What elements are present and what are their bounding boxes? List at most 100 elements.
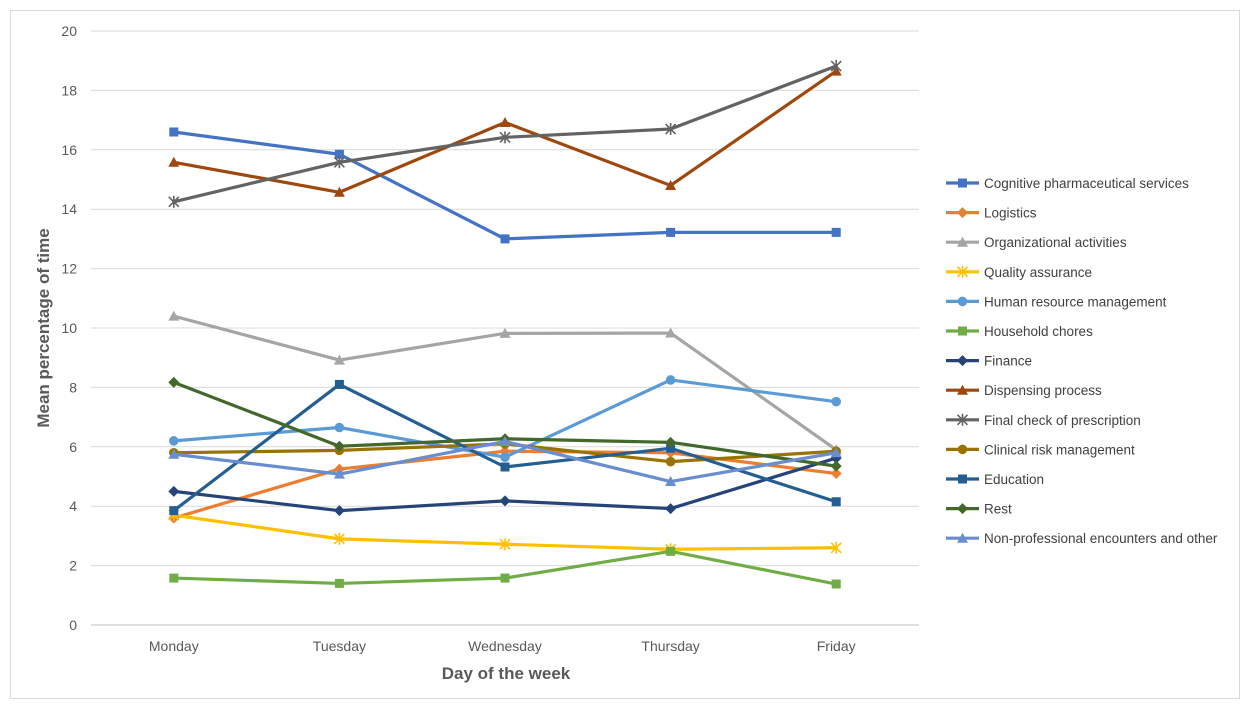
data-point [665, 436, 677, 448]
data-point [830, 541, 842, 554]
data-point [168, 448, 180, 459]
y-tick-label: 12 [61, 261, 77, 277]
legend-marker [957, 384, 968, 395]
legend-label: Clinical risk management [984, 442, 1135, 457]
legend-label: Non-professional encounters and other [984, 531, 1218, 546]
legend-marker [958, 474, 967, 484]
legend-label: Household chores [984, 324, 1093, 339]
data-point [665, 503, 677, 515]
legend-label: Final check of prescription [984, 413, 1141, 428]
data-point [499, 435, 511, 446]
y-tick-label: 6 [69, 439, 77, 455]
data-point [500, 573, 510, 583]
legend-marker [956, 265, 969, 278]
x-tick-label: Friday [817, 638, 856, 654]
data-point [665, 123, 677, 136]
data-point [169, 127, 179, 137]
data-point [666, 443, 676, 453]
data-point [666, 227, 676, 237]
data-point [333, 156, 345, 169]
data-point [830, 468, 842, 480]
x-tick-label: Monday [149, 638, 199, 654]
legend-item: Non-professional encounters and other [946, 531, 1218, 546]
data-point [830, 460, 842, 472]
data-point [334, 578, 344, 588]
legend-marker [958, 326, 967, 336]
y-axis-ticks: 0 2 4 6 8 10 12 14 16 18 20 [61, 23, 77, 633]
data-point [499, 327, 511, 338]
legend-item: Organizational activities [946, 235, 1127, 250]
data-point [499, 131, 511, 144]
legend-marker [957, 296, 968, 307]
legend: Cognitive pharmaceutical services Logisti… [946, 176, 1218, 546]
data-point [500, 452, 510, 462]
data-point [169, 573, 179, 583]
legend-label: Organizational activities [984, 235, 1127, 250]
x-axis-ticks: Monday Tuesday Wednesday Thursday Friday [149, 638, 856, 654]
legend-marker [956, 413, 969, 426]
series-4 [169, 375, 841, 462]
legend-marker [958, 178, 967, 188]
series-0 [169, 127, 841, 244]
y-tick-label: 4 [69, 498, 77, 514]
legend-label: Cognitive pharmaceutical services [984, 176, 1189, 191]
data-point [168, 485, 180, 497]
data-point [168, 310, 180, 321]
legend-item: Final check of prescription [946, 413, 1141, 428]
legend-marker [957, 532, 968, 543]
x-tick-label: Wednesday [468, 638, 542, 654]
legend-label: Logistics [984, 206, 1037, 221]
series-group [168, 60, 842, 589]
legend-item: Human resource management [946, 294, 1167, 309]
y-tick-label: 0 [69, 617, 77, 633]
y-tick-label: 8 [69, 379, 77, 395]
data-point [169, 436, 179, 446]
y-tick-label: 16 [61, 142, 77, 158]
data-point [168, 195, 180, 208]
legend-item: Education [946, 472, 1044, 487]
data-point [333, 354, 345, 365]
data-point [168, 156, 180, 167]
data-point [831, 227, 841, 237]
data-point [500, 462, 510, 472]
data-point [665, 375, 676, 385]
x-tick-label: Tuesday [313, 638, 366, 654]
data-point [831, 497, 841, 507]
data-point [334, 149, 344, 159]
legend-label: Human resource management [984, 294, 1167, 309]
data-point [168, 376, 180, 388]
legend-marker [957, 444, 968, 455]
line-chart: 0 2 4 6 8 10 12 14 16 18 20 Monday Tuesday Wednesday… [34, 23, 1218, 683]
legend-marker [957, 236, 968, 247]
data-point [665, 327, 677, 338]
data-point [499, 495, 511, 507]
legend-marker [957, 207, 968, 219]
legend-item: Clinical risk management [946, 442, 1135, 457]
legend-item: Logistics [946, 206, 1037, 221]
data-point [334, 422, 345, 433]
legend-label: Dispensing process [984, 383, 1102, 398]
y-tick-label: 18 [61, 82, 77, 98]
legend-item: Household chores [946, 324, 1093, 339]
data-point [666, 546, 676, 556]
data-point [500, 234, 510, 244]
data-point [333, 468, 345, 479]
legend-label: Education [984, 472, 1044, 487]
y-axis-label: Mean percentage of time [34, 228, 53, 427]
y-tick-label: 10 [61, 320, 77, 336]
series-line [172, 130, 838, 241]
chart-frame: 0 2 4 6 8 10 12 14 16 18 20 Monday Tuesday Wednesday… [10, 10, 1240, 699]
legend-label: Quality assurance [984, 265, 1092, 280]
series-5 [169, 546, 841, 589]
data-point [830, 60, 842, 73]
series-3 [168, 509, 842, 556]
y-tick-label: 20 [61, 23, 77, 39]
data-point [831, 396, 841, 407]
y-tick-label: 2 [69, 558, 77, 574]
data-point [333, 505, 345, 517]
data-point [665, 179, 677, 190]
legend-item: Rest [946, 502, 1012, 517]
x-axis-label: Day of the week [442, 664, 571, 683]
legend-marker [957, 503, 968, 515]
legend-item: Dispensing process [946, 383, 1102, 398]
